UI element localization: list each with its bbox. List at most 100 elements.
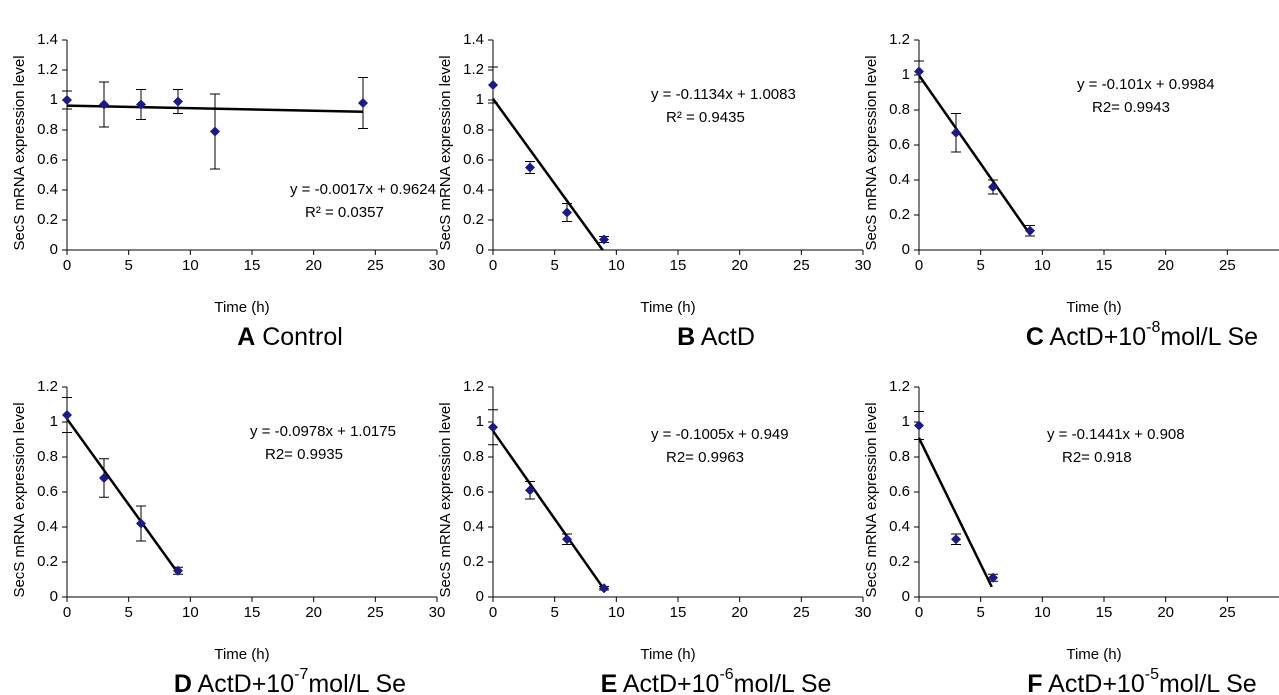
- y-tick-label: 0.4: [463, 518, 484, 535]
- y-tick-label: 1.2: [889, 378, 910, 395]
- x-axis-label: Time (h): [640, 299, 695, 316]
- x-tick-label: 15: [670, 257, 687, 274]
- equation: y = -0.1441x + 0.908: [1047, 426, 1185, 443]
- point: [62, 95, 72, 105]
- y-tick-label: 0.6: [463, 483, 484, 500]
- x-tick-label: 20: [1157, 257, 1174, 274]
- point: [562, 207, 572, 218]
- y-tick-label: 1.4: [37, 31, 58, 48]
- trend-line: [917, 74, 1032, 236]
- x-tick-label: 30: [855, 257, 872, 274]
- y-tick-label: 0.8: [463, 448, 484, 465]
- y-tick-label: 0.6: [889, 483, 910, 500]
- y-tick-label: 0.6: [37, 483, 58, 500]
- x-tick-label: 25: [367, 257, 384, 274]
- trend-line: [65, 418, 180, 574]
- point: [914, 66, 924, 77]
- x-tick-label: 10: [1034, 604, 1051, 621]
- y-tick-label: 1.2: [37, 378, 58, 395]
- equation: y = -0.0978x + 1.0175: [250, 423, 396, 440]
- y-tick-label: 0.6: [889, 136, 910, 153]
- point: [62, 410, 72, 420]
- x-tick-label: 0: [915, 257, 923, 274]
- y-tick-label: 0.4: [889, 518, 910, 535]
- y-axis-label: SecS mRNA expression level: [437, 402, 454, 597]
- equation: y = -0.1005x + 0.949: [651, 426, 789, 443]
- trend-line: [491, 430, 606, 590]
- point: [99, 99, 109, 110]
- y-tick-label: 0: [50, 588, 58, 605]
- y-tick-label: 1.2: [889, 31, 910, 48]
- y-tick-label: 0.2: [463, 211, 484, 228]
- x-tick-label: 30: [429, 604, 446, 621]
- x-tick-label: 10: [182, 257, 199, 274]
- caption-exponent: -6: [719, 666, 733, 683]
- x-tick-label: 5: [124, 604, 132, 621]
- y-tick-label: 1.4: [463, 31, 484, 48]
- point: [99, 473, 109, 483]
- x-tick-label: 0: [63, 257, 71, 274]
- point: [173, 565, 183, 576]
- point: [562, 534, 572, 545]
- x-tick-label: 15: [1096, 257, 1113, 274]
- x-tick-label: 30: [429, 257, 446, 274]
- caption-text: ActD+10: [1050, 323, 1147, 351]
- point: [988, 572, 998, 583]
- y-tick-label: 1: [50, 91, 58, 108]
- panel-letter: D: [174, 670, 192, 695]
- y-tick-label: 1: [902, 413, 910, 430]
- caption-text: ActD+10: [198, 670, 295, 695]
- r-squared: R² = 0.0357: [305, 204, 384, 221]
- y-tick-label: 0.4: [463, 181, 484, 198]
- caption-text: ActD+10: [1048, 670, 1145, 695]
- trend-line: [491, 98, 604, 251]
- r-squared: R2= 0.9943: [1092, 99, 1170, 116]
- point: [488, 80, 498, 90]
- trend-line: [917, 437, 993, 588]
- x-tick-label: 20: [305, 604, 322, 621]
- x-tick-label: 10: [608, 604, 625, 621]
- x-tick-label: 5: [976, 257, 984, 274]
- y-tick-label: 0: [902, 588, 910, 605]
- point: [988, 182, 998, 192]
- y-tick-label: 1: [476, 91, 484, 108]
- panel-letter: B: [677, 323, 695, 351]
- y-tick-label: 0.6: [37, 151, 58, 168]
- panel: 0 0.2 0.4 0.6 0.8 1 1.2 1.4 0 5 10 15 20 25 30 Time (h)…: [11, 31, 445, 351]
- x-tick-label: 0: [489, 604, 497, 621]
- caption-text: ActD+10: [623, 670, 720, 695]
- caption: E ActD+10-6mol/L Se: [601, 666, 832, 695]
- y-tick-label: 0.8: [37, 448, 58, 465]
- x-tick-label: 25: [793, 604, 810, 621]
- x-tick-label: 20: [731, 604, 748, 621]
- y-tick-label: 0.2: [889, 206, 910, 223]
- caption-text: Control: [262, 323, 343, 351]
- panel-letter: C: [1026, 323, 1044, 351]
- equation: y = -0.101x + 0.9984: [1077, 76, 1215, 93]
- x-tick-label: 15: [1096, 604, 1113, 621]
- x-tick-label: 25: [1219, 604, 1236, 621]
- y-tick-label: 0.8: [463, 121, 484, 138]
- y-tick-label: 0.4: [37, 181, 58, 198]
- point: [525, 485, 535, 496]
- y-tick-label: 0.8: [889, 101, 910, 118]
- point: [173, 96, 183, 107]
- panel-letter: A: [237, 323, 255, 351]
- x-tick-label: 5: [550, 604, 558, 621]
- y-tick-label: 1: [476, 413, 484, 430]
- x-tick-label: 20: [1157, 604, 1174, 621]
- y-axis-label: SecS mRNA expression level: [11, 55, 28, 250]
- y-axis-label: SecS mRNA expression level: [863, 55, 880, 250]
- y-tick-label: 0.4: [37, 518, 58, 535]
- point: [525, 162, 535, 173]
- y-axis-label: SecS mRNA expression level: [437, 55, 454, 250]
- x-tick-label: 5: [124, 257, 132, 274]
- x-tick-label: 25: [367, 604, 384, 621]
- y-tick-label: 0.8: [889, 448, 910, 465]
- panel-letter: E: [601, 670, 618, 695]
- panel: 0 0.2 0.4 0.6 0.8 1 1.2 1.4 0 5 10 15 20 25 30 Time (h)…: [437, 31, 871, 351]
